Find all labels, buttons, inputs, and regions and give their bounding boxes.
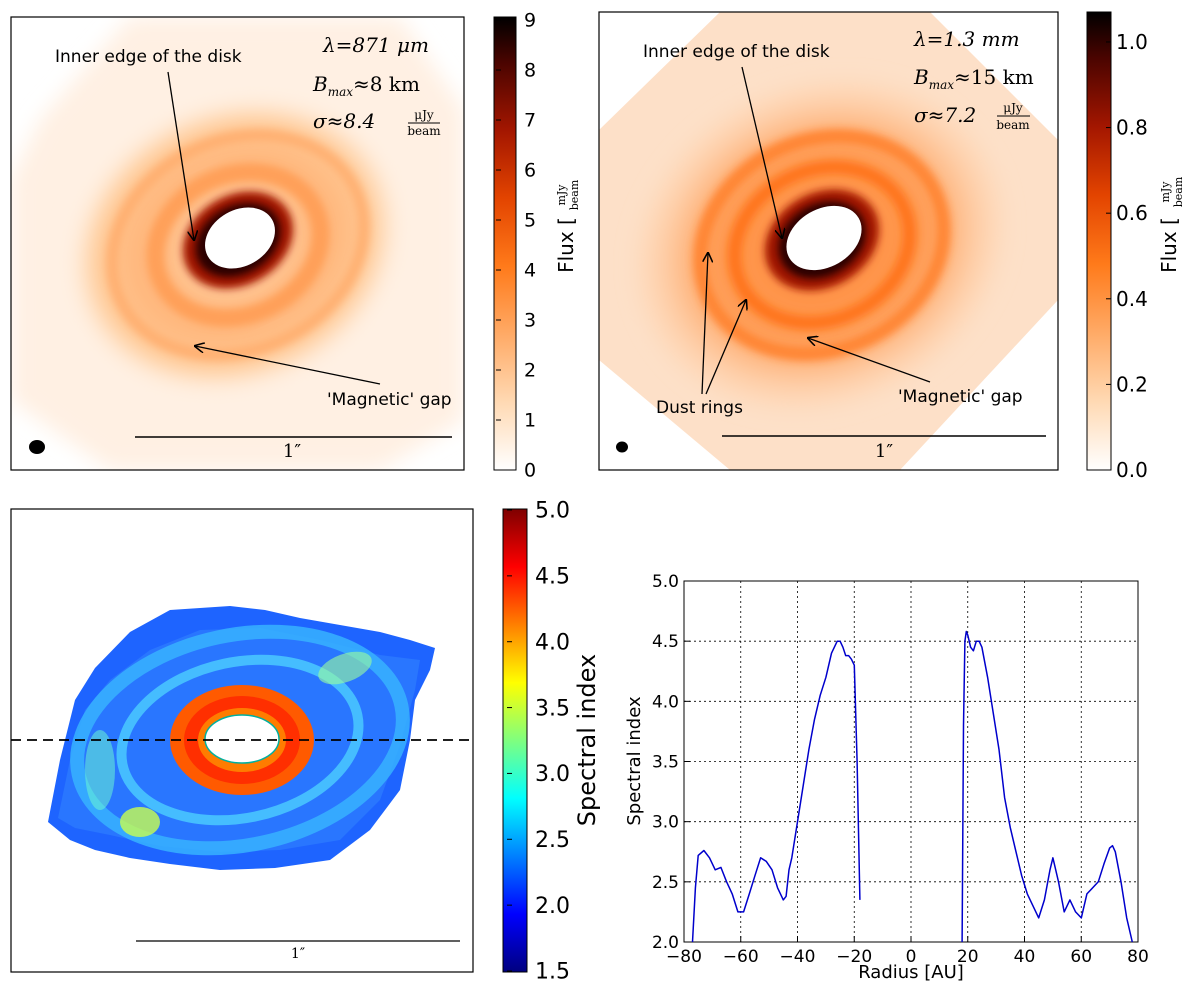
panel-c-colorbar-tick-label: 3.0: [535, 762, 570, 787]
chart-x-tick-label: −80: [666, 947, 702, 967]
panel-c-colorbar-ticks: 1.5 2.0 2.5 3.0 3.5 4.0 4.5 5.0: [507, 499, 570, 985]
chart-grid: [684, 581, 1138, 942]
chart-x-tick-label: 40: [1014, 947, 1036, 967]
panel-c-colorbar-tick-label: 5.0: [535, 499, 570, 524]
panel-b-colorbar-tick-label: 0.8: [1116, 116, 1148, 140]
spectral-index-chart: −80 −60 −40 −20 0 20 40 60 80 2.0 2.5 3.0 3.5 4.0 4.5…: [624, 572, 1149, 983]
panel-c-colorbar: [502, 508, 528, 973]
panel-a-colorbar-tick-label: 9: [524, 10, 536, 32]
chart-y-tick-label: 4.5: [652, 632, 679, 652]
panel-a-frame: [10, 16, 465, 471]
panel-a-colorbar-tick-label: 7: [524, 110, 536, 132]
panel-c-colorbar-tick-label: 2.5: [535, 828, 570, 853]
panel-a-colorbar: [493, 16, 517, 471]
panel-b-gap-arrow: [808, 338, 931, 383]
chart-x-tick-label: 60: [1070, 947, 1092, 967]
panel-b-baseline: Bmax≈15 km: [913, 65, 1034, 92]
panel-a-sigma: σ≈8.4: [313, 109, 375, 133]
panel-a-colorbar-tick-label: 2: [524, 360, 536, 382]
chart-y-ticks: 2.0 2.5 3.0 3.5 4.0 4.5 5.0: [652, 572, 690, 953]
chart-x-tick-label: 0: [906, 947, 917, 967]
panel-b-colorbar-tick-label: 0.6: [1116, 201, 1148, 225]
panel-a-baseline: Bmax≈8 km: [312, 72, 420, 99]
panel-a-colorbar-tick-label: 6: [524, 160, 536, 182]
chart-x-tick-label: −40: [780, 947, 816, 967]
chart-x-tick-label: −20: [836, 947, 872, 967]
panel-b-cbar-unit-num: mJy: [1159, 181, 1172, 203]
chart-series-line-left: [691, 640, 861, 943]
chart-x-axis-label: Radius [AU]: [858, 962, 964, 983]
panel-c-colorbar-tick-label: 4.0: [535, 630, 570, 655]
panel-a-colorbar-tick-label: 4: [524, 260, 536, 282]
panel-b-frame: [598, 11, 1059, 471]
panel-b-colorbar-tick-label: 0.4: [1116, 287, 1148, 311]
chart-y-tick-label: 4.0: [652, 692, 679, 712]
panel-b-colorbar: [1086, 11, 1112, 471]
panel-b-colorbar-label: Flux [: [1157, 217, 1181, 273]
chart-y-tick-label: 2.5: [652, 873, 679, 893]
panel-b-colorbar-ticks: 0.0 0.2 0.4 0.6 0.8 1.0: [1106, 30, 1148, 482]
panel-b-colorbar-tick-label: 0.2: [1116, 372, 1148, 396]
chart-x-tick-label: 80: [1127, 947, 1149, 967]
panel-b-inner-edge-label: Inner edge of the disk: [643, 42, 830, 62]
panel-a-image: [11, 17, 464, 470]
panel-c-colorbar-tick-label: 4.5: [535, 565, 570, 590]
panel-b-inner-edge-arrow: [741, 66, 782, 238]
panel-a-gap-label: 'Magnetic' gap: [327, 390, 452, 410]
chart-y-tick-label: 2.0: [652, 933, 679, 953]
chart-y-axis-label: Spectral index: [624, 696, 645, 826]
panel-a-gap-arrow: [195, 346, 381, 385]
chart-series: [691, 630, 1134, 943]
panel-a-cbar-unit-den: beam: [568, 179, 581, 210]
panel-a-colorbar-tick-label: 8: [524, 60, 536, 82]
panel-b-colorbar-tick-label: 1.0: [1116, 30, 1148, 54]
chart-y-tick-label: 5.0: [652, 572, 679, 592]
panel-b-colorbar-tick-label: 0.0: [1116, 458, 1148, 482]
panel-b-rings-label: Dust rings: [656, 398, 743, 418]
panel-c-scale-label: 1″: [291, 946, 305, 962]
chart-x-tick-label: 20: [957, 947, 979, 967]
chart-y-tick-label: 3.0: [652, 813, 679, 833]
panel-b-ring-arrow-1: [701, 253, 708, 395]
panel-a-inner-edge-arrow: [167, 71, 194, 240]
chart-series-line-right: [961, 630, 1134, 943]
panel-c-colorbar-tick-label: 1.5: [535, 960, 570, 985]
panel-b-wavelength: λ=1.3 mm: [913, 27, 1020, 51]
panel-a-colorbar-label: Flux [: [554, 217, 578, 273]
panel-a-unit-num: μJy: [414, 108, 434, 122]
panel-c-colorbar-tick-label: 2.0: [535, 894, 570, 919]
panel-b-unit-den: beam: [996, 118, 1030, 132]
panel-b-beam: [616, 441, 628, 453]
panel-b-image: [599, 12, 1058, 470]
panel-a-colorbar-tick-label: 3: [524, 310, 536, 332]
panel-a-colorbar-tick-label: 5: [524, 210, 536, 232]
panel-b-gap-label: 'Magnetic' gap: [898, 387, 1023, 407]
panel-a-inner-edge-label: Inner edge of the disk: [55, 47, 242, 67]
panel-a-beam: [29, 440, 45, 454]
panel-a-colorbar-ticks: 0 1 2 3 4 5 6 7 8 9: [496, 10, 536, 482]
panel-a-colorbar-tick-label: 0: [524, 460, 536, 482]
panel-c-colorbar-tick-label: 3.5: [535, 696, 570, 721]
panel-a-scale-label: 1″: [283, 441, 301, 462]
panel-a-cbar-unit-num: mJy: [555, 184, 568, 206]
panel-b-cbar-unit-den: beam: [1172, 176, 1185, 207]
panel-c-colorbar-label: Spectral index: [573, 654, 601, 826]
panel-b-scale-label: 1″: [875, 441, 893, 462]
panel-a-wavelength: λ=871 μm: [322, 33, 429, 57]
panel-a-unit-den: beam: [407, 124, 441, 138]
chart-x-ticks: −80 −60 −40 −20 0 20 40 60 80: [666, 936, 1149, 967]
panel-b-unit-num: μJy: [1003, 101, 1023, 115]
panel-a-colorbar-tick-label: 1: [524, 410, 536, 432]
chart-x-tick-label: −60: [723, 947, 759, 967]
chart-y-tick-label: 3.5: [652, 753, 679, 773]
panel-b-sigma: σ≈7.2: [914, 103, 976, 127]
panel-b-ring-arrow-2: [705, 300, 746, 395]
